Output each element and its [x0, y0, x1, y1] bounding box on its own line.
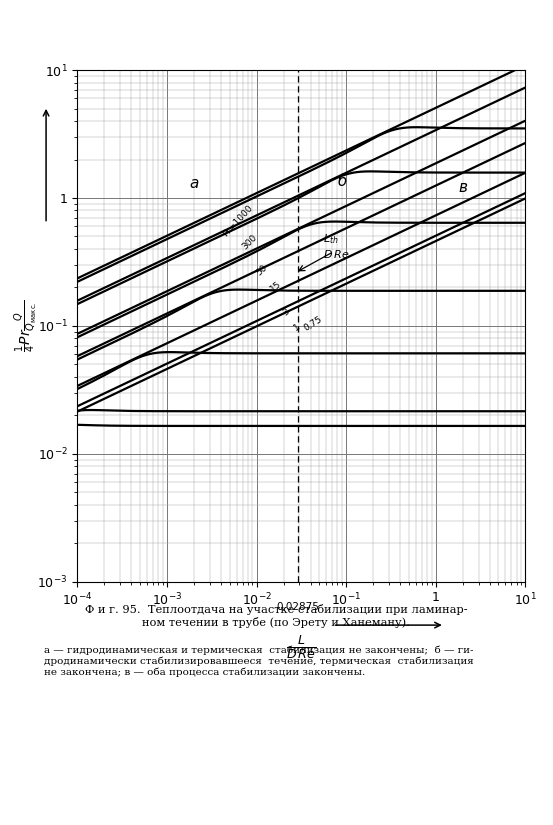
- Text: б: б: [337, 174, 347, 189]
- Text: 300: 300: [240, 233, 258, 252]
- Text: $\frac{1}{4}Pr\frac{Q}{Q_{\mathrm{макс.}}}$: $\frac{1}{4}Pr\frac{Q}{Q_{\mathrm{макс.}…: [12, 299, 40, 352]
- Text: Pr=1000: Pr=1000: [221, 204, 254, 238]
- Text: a: a: [189, 176, 199, 191]
- Text: 0,75: 0,75: [302, 315, 324, 333]
- Text: a — гидродинамическая и термическая  стабилизация не закончены;  б — ги-
дродина: a — гидродинамическая и термическая стаб…: [44, 645, 474, 676]
- Text: 0,02875: 0,02875: [276, 602, 319, 612]
- Text: 15: 15: [268, 280, 283, 294]
- Text: в: в: [458, 181, 467, 196]
- Text: $L_{th}$
$D\,Re$: $L_{th}$ $D\,Re$: [323, 233, 349, 260]
- Text: 3: 3: [281, 306, 291, 317]
- Text: 50: 50: [254, 263, 269, 278]
- Text: Ф и г. 95.  Теплоотдача на участке стабилизации при ламинар-
ном течении в трубе: Ф и г. 95. Теплоотдача на участке стабил…: [85, 604, 468, 628]
- Text: 1: 1: [292, 322, 302, 332]
- Text: $\frac{L}{D\,Re}$: $\frac{L}{D\,Re}$: [286, 633, 316, 661]
